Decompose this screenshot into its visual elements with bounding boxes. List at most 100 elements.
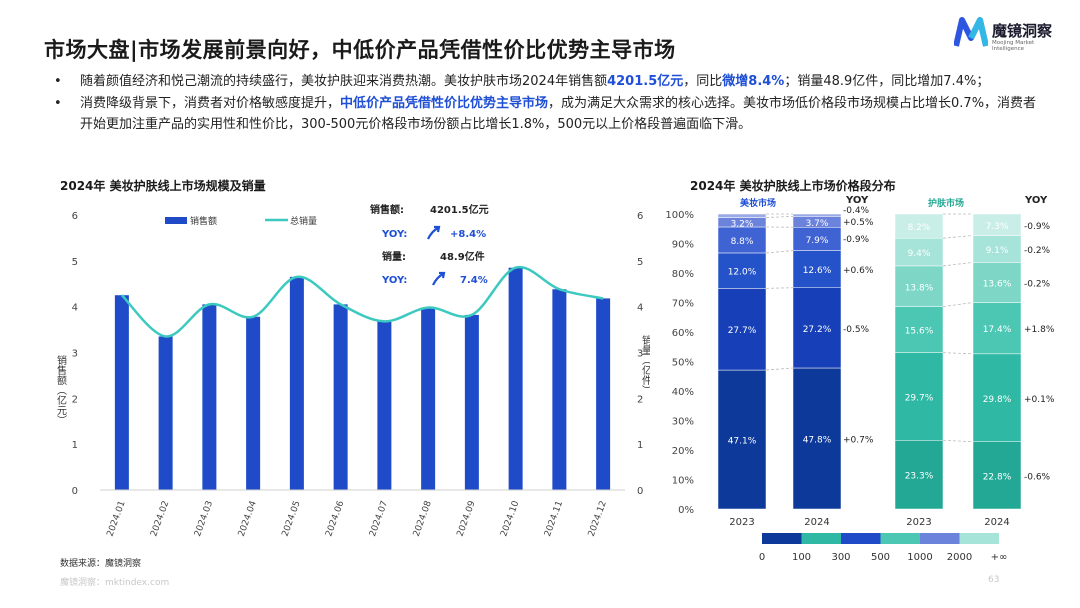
anno-volume-value: 48.9亿件 — [440, 250, 485, 263]
sales-bar — [596, 298, 611, 490]
y-tick-label: 10% — [672, 476, 694, 487]
y-tick-label: 30% — [672, 417, 694, 428]
segment-label: 7.3% — [986, 222, 1009, 232]
bullet-item: • 随着颜值经济和悦己潮流的持续盛行，美妆护肤迎来消费热潮。美妆护肤市场2024… — [54, 71, 1039, 92]
legend-volume-label: 总销量 — [290, 215, 317, 227]
x-tick-label: 2024.01 — [106, 500, 128, 538]
stack-segment — [894, 306, 944, 353]
y2-tick-label: 6 — [637, 211, 643, 222]
price-scale-label: 300 — [831, 552, 850, 563]
sales-bar — [552, 289, 567, 490]
segment-label: 29.8% — [983, 395, 1012, 405]
stack-segment — [972, 441, 1022, 510]
stack-segment — [717, 213, 767, 218]
yoy-label: +0.7% — [843, 435, 874, 445]
price-scale-swatch — [880, 533, 920, 544]
summary-bullets: • 随着颜值经济和悦己潮流的持续盛行，美妆护肤迎来消费热潮。美妆护肤市场2024… — [54, 71, 1039, 136]
x-tick-label: 2024.08 — [412, 499, 434, 538]
price-scale-label: 2000 — [947, 552, 972, 563]
y-tick-label: 3 — [72, 349, 78, 360]
sales-bar — [377, 321, 392, 490]
stack-segment — [792, 213, 842, 217]
yoy-label: -0.4% — [843, 206, 870, 216]
segment-label: 13.8% — [905, 283, 934, 293]
y-tick-label: 0 — [72, 486, 78, 497]
yoy-label: -0.5% — [843, 325, 870, 335]
stack-segment — [972, 353, 1022, 442]
segment-label: 8.2% — [908, 223, 931, 233]
volume-line — [120, 265, 604, 338]
stack-segment — [894, 237, 944, 267]
y2-tick-label: 4 — [637, 303, 643, 314]
sales-bar — [158, 336, 173, 490]
connector-line — [942, 261, 974, 267]
sales-bar — [289, 276, 304, 490]
price-scale-swatch — [841, 533, 881, 544]
x-tick-label: 2024.10 — [499, 499, 521, 538]
connector-line — [942, 235, 974, 239]
segment-label: 13.6% — [983, 279, 1012, 289]
connector-line — [765, 215, 794, 218]
yoy-label: -0.2% — [1024, 246, 1051, 256]
segment-label: 3.7% — [806, 219, 829, 229]
right-chart-title: 2024年 美妆护肤线上市场价格段分布 — [690, 179, 896, 193]
y-tick-label: 4 — [72, 303, 78, 314]
segment-label: 12.6% — [803, 266, 832, 276]
bullet-0-seg-0: 随着颜值经济和悦己潮流的持续盛行，美妆护肤迎来消费热潮。美妆护肤市场2024年销… — [80, 74, 608, 89]
anno-sales-yoy-label: YOY: — [381, 229, 407, 240]
yoy-label: +0.1% — [1024, 395, 1055, 405]
stack-segment — [894, 440, 944, 510]
price-scale-label: +∞ — [991, 552, 1008, 563]
y-tick-label: 2 — [72, 394, 78, 405]
anno-volume-yoy-value: 7.4% — [460, 275, 488, 286]
y-tick-label: 1 — [72, 440, 78, 451]
bullet-1-seg-1: 中低价产品凭借性价比优势主导市场 — [340, 96, 549, 111]
yoy-label: +1.8% — [1024, 325, 1055, 335]
year-label: 2024 — [804, 517, 829, 528]
sales-bar — [508, 267, 523, 490]
stack-segment — [894, 352, 944, 441]
segment-label: 29.7% — [905, 393, 934, 403]
price-scale-label: 1000 — [907, 552, 932, 563]
legend-sales-swatch — [165, 217, 187, 224]
yoy-label: +0.6% — [843, 266, 874, 276]
bullet-0-seg-2: ，同比 — [683, 74, 723, 89]
y-tick-label: 6 — [72, 211, 78, 222]
x-tick-label: 2024.06 — [324, 499, 346, 538]
sales-bar — [464, 314, 479, 490]
group-label-makeup: 美妆市场 — [740, 197, 776, 209]
y-tick-label: 60% — [672, 328, 694, 339]
yoy-label: +0.5% — [843, 218, 874, 228]
stack-segment — [717, 288, 767, 371]
y-tick-label: 70% — [672, 299, 694, 310]
price-distribution-chart: 0% 10% 20% 30% 40% 50% 60% 70% 80% 90% 100% 美妆市场 护… — [665, 195, 1055, 563]
group-label-skincare: 护肤市场 — [928, 197, 964, 209]
brand-logo-icon — [953, 17, 989, 47]
yoy-label: -0.2% — [1024, 279, 1051, 289]
segment-label: 9.1% — [986, 246, 1009, 256]
yoy-label: -0.9% — [1024, 222, 1051, 232]
y-tick-label: 80% — [672, 269, 694, 280]
segment-label: 47.8% — [803, 435, 832, 445]
connector-line — [942, 302, 974, 308]
sales-bar — [421, 307, 436, 490]
up-arrow-icon — [432, 271, 446, 286]
price-scale-label: 500 — [871, 552, 890, 563]
segment-label: 8.8% — [731, 237, 754, 247]
stack-segment — [972, 302, 1022, 355]
bullet-1-seg-0: 消费降级背景下，消费者对价格敏感度提升， — [80, 96, 341, 111]
brand-subtitle: Moojing Market Intelligence — [992, 40, 1035, 52]
year-label: 2023 — [906, 517, 931, 528]
bullet-0-seg-1: 4201.5亿元 — [607, 74, 684, 89]
yoy-header-makeup: YOY — [845, 195, 869, 206]
y-tick-label: 40% — [672, 387, 694, 398]
x-tick-label: 2024.03 — [193, 500, 215, 538]
y2-axis-title: 销量（亿件） — [640, 334, 651, 395]
y2-tick-label: 5 — [637, 257, 643, 268]
anno-volume-label: 销量: — [382, 250, 406, 263]
price-scale-swatch — [920, 533, 960, 544]
y-tick-label: 20% — [672, 446, 694, 457]
bullet-1-seg-2: ，成为满足大众需求的核心选择。美妆市场低价格段市场规模占比增长0.7%，消费者开… — [80, 96, 1037, 132]
price-scale-label: 100 — [792, 552, 811, 563]
x-tick-label: 2024.04 — [237, 499, 259, 538]
